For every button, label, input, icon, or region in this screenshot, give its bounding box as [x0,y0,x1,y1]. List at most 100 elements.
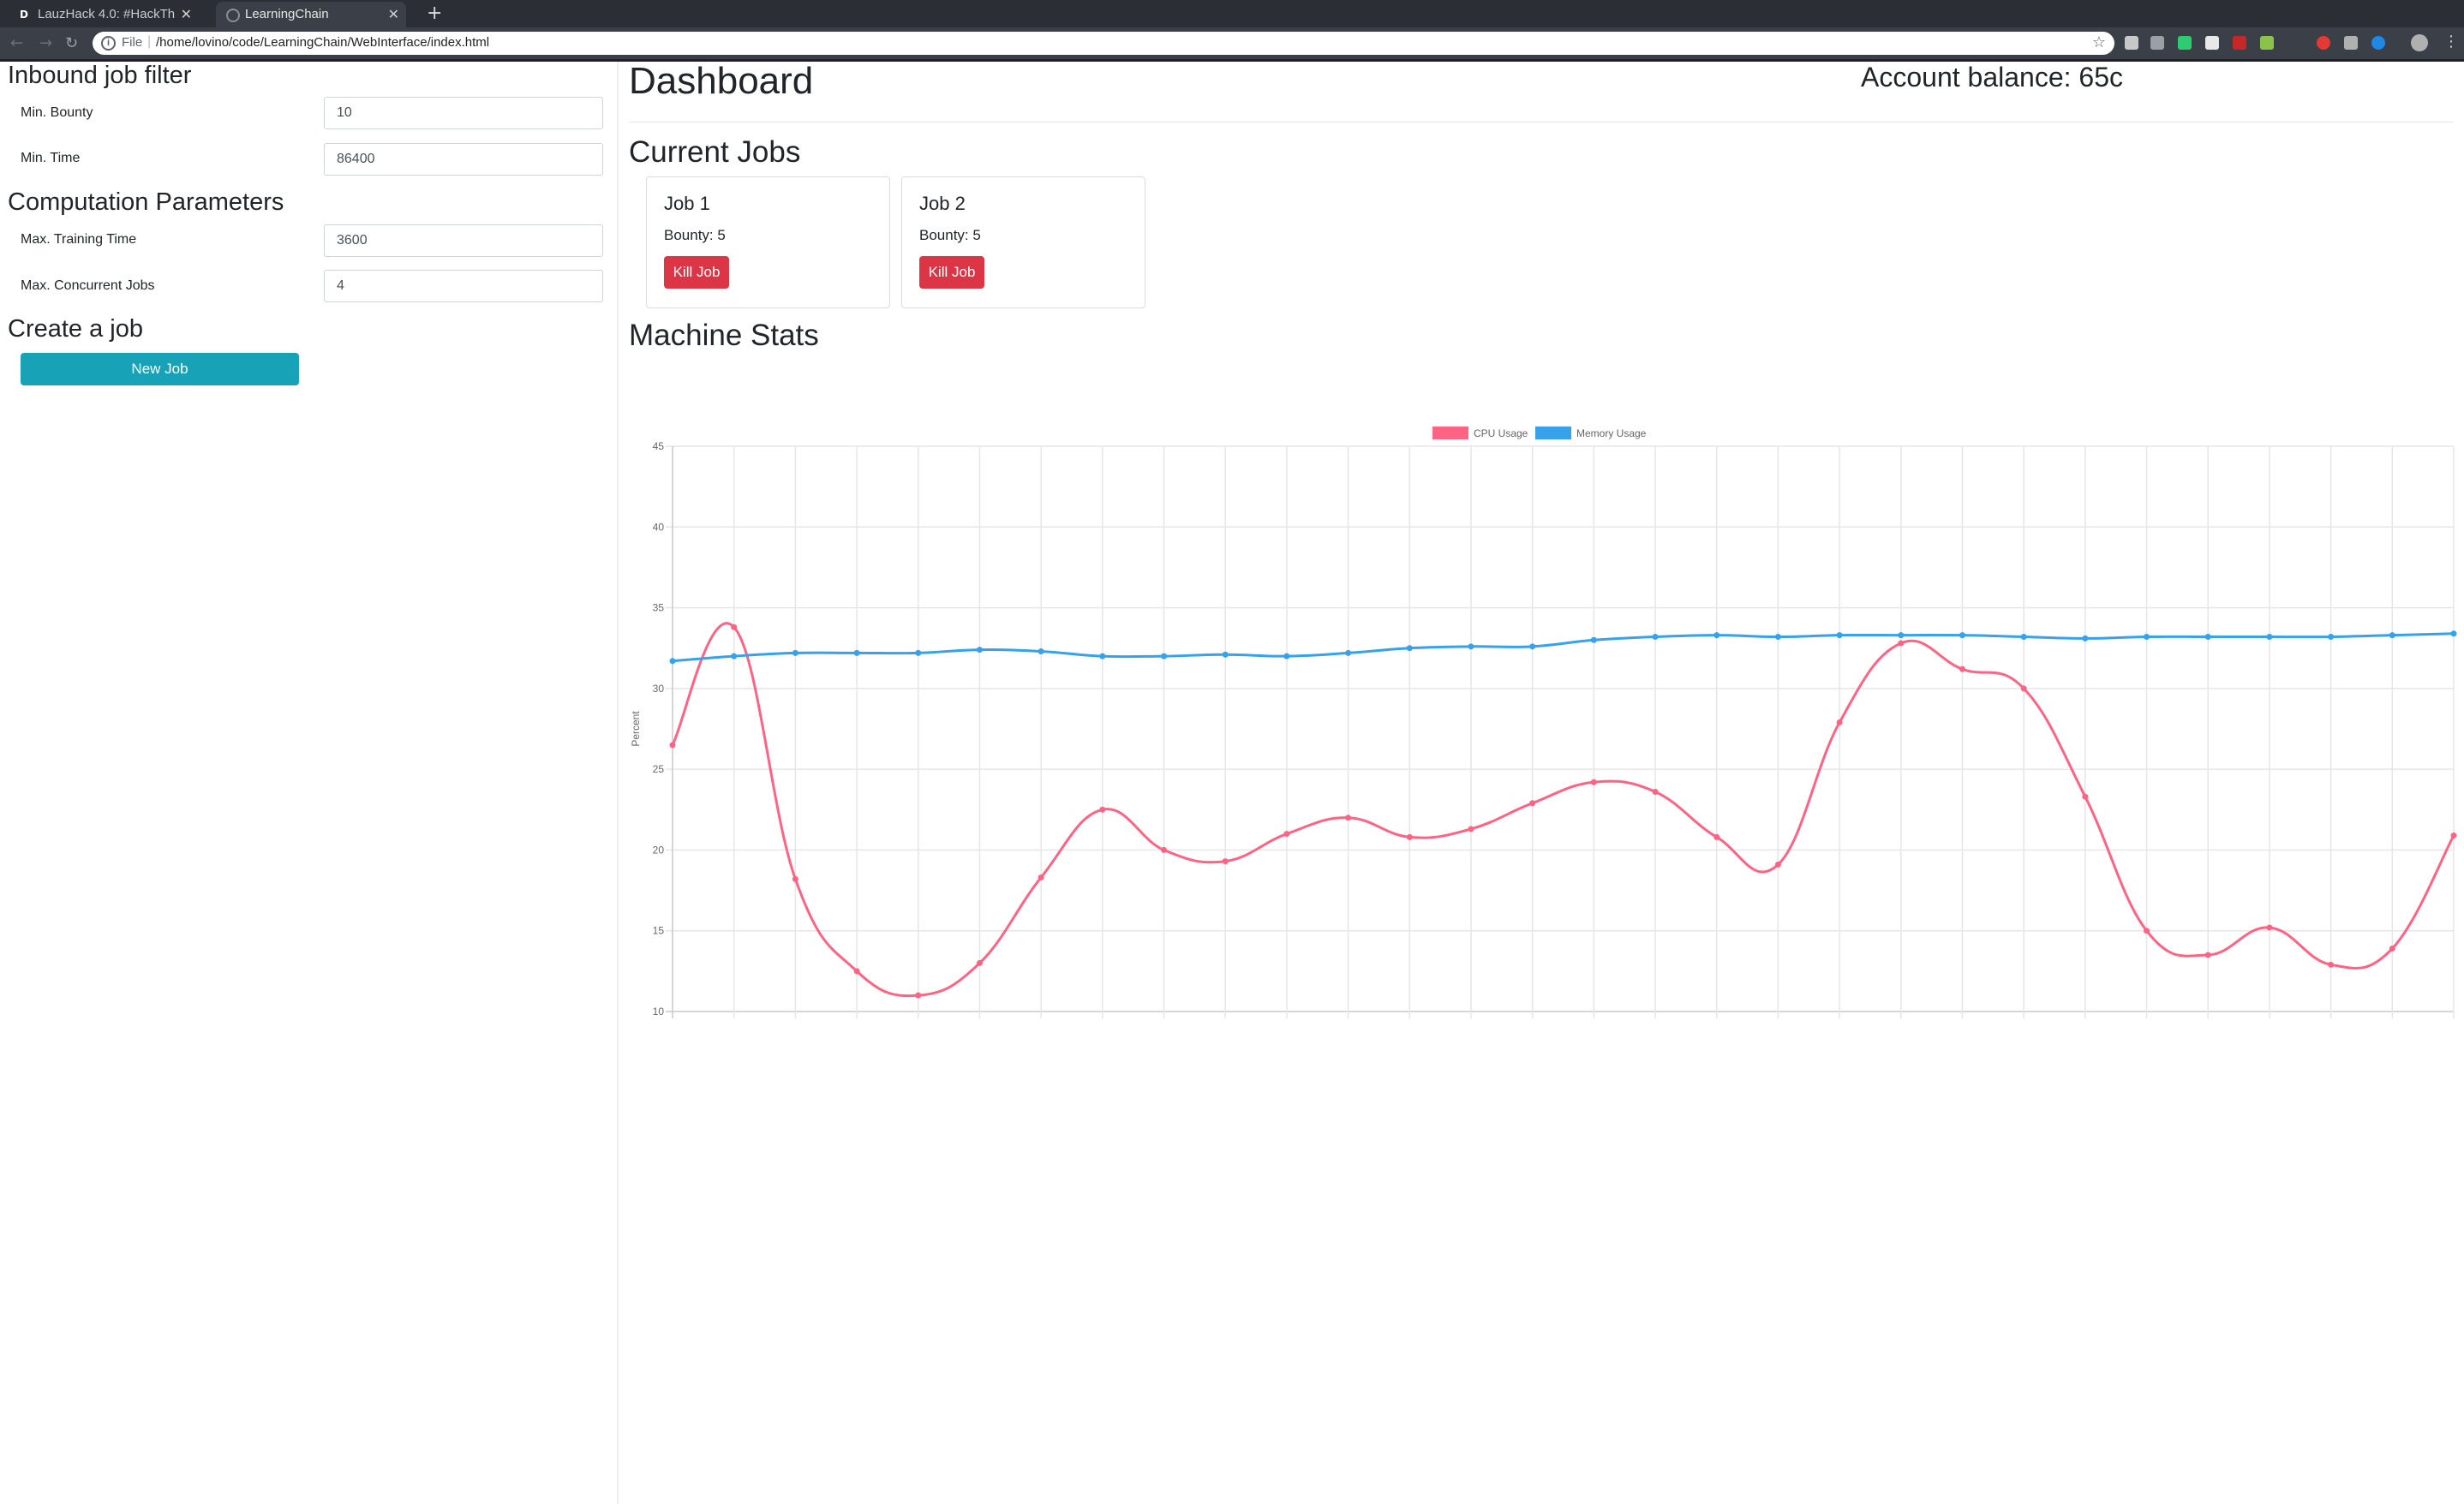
cpu-usage-point [669,742,676,749]
cpu-usage-point [1099,806,1106,813]
memory-usage-point [1529,643,1536,650]
memory-usage-point [1898,632,1905,639]
avatar[interactable] [2411,34,2428,51]
tab-title: LearningChain [245,7,329,21]
section-title-create-job: Create a job [8,315,143,343]
y-axis-label: Percent [630,711,642,747]
forward-arrow-icon[interactable]: → [39,34,53,52]
min-time-input[interactable] [324,143,603,176]
cpu-usage-point [2328,961,2335,968]
cpu-usage-point [2266,924,2273,931]
cpu-usage-point [1529,800,1536,807]
memory-usage-point [853,649,860,656]
memory-usage-point [2389,632,2395,639]
ublock-extension-icon[interactable] [2233,36,2246,50]
memory-usage-point [1161,653,1168,659]
url-text[interactable]: /home/lovino/code/LearningChain/WebInter… [156,35,490,50]
y-tick-label: 35 [653,602,665,614]
memory-usage-point [1345,649,1352,656]
shield-extension-icon[interactable] [2178,36,2192,50]
dashboard-main: Dashboard Account balance: 65c Current J… [619,60,2464,1504]
tab-lauzhack[interactable]: D LauzHack 4.0: #HackThe ✕ [9,2,199,27]
cpu-usage-point [1959,665,1965,672]
back-arrow-icon[interactable]: ← [10,34,24,52]
close-icon[interactable]: ✕ [180,6,192,22]
cpu-usage-point [1038,874,1044,880]
url-separator: | [147,34,152,49]
browser-toolbar: ← → ↻ i File | /home/lovino/code/Learnin… [0,27,2464,59]
document-extension-icon[interactable] [2205,36,2219,50]
cpu-usage-point [1590,779,1597,785]
cpu-usage-point [2082,793,2089,800]
cpu-usage-point [1283,831,1290,838]
machine-stats-chart: 10 15 20 25 30 35 40 45 Percent CPU Usage Memory … [630,427,2457,1018]
min-bounty-label: Min. Bounty [21,105,93,120]
dropbox-extension-icon[interactable] [2344,36,2358,50]
memory-usage-point [1406,645,1413,652]
favicon-d: D [20,9,28,21]
memory-usage-point [2204,634,2211,641]
new-tab-button[interactable]: + [427,3,443,24]
job-bounty: Bounty: 5 [664,227,726,243]
legend-label: Memory Usage [1576,427,1647,439]
reload-icon[interactable]: ↻ [65,34,79,52]
color-extension-icon[interactable] [2260,36,2274,50]
memory-usage-point [976,647,983,654]
memory-usage-line [672,632,2455,663]
section-title-job-filter: Inbound job filter [8,62,192,89]
cpu-usage-point [1774,861,1781,868]
memory-usage-point [792,649,798,656]
memory-usage-point [1713,632,1720,639]
plus-extension-icon[interactable] [2317,36,2330,50]
cpu-usage-line [671,622,2455,998]
min-bounty-input[interactable] [324,97,603,129]
job-title: Job 2 [919,193,966,214]
info-icon[interactable]: i [101,36,116,51]
sidebar: Inbound job filter Min. Bounty Min. Time… [0,62,619,1504]
max-training-time-input[interactable] [324,224,603,257]
cpu-usage-point [2144,928,2150,934]
memory-usage-point [2266,634,2273,641]
memory-usage-point [1774,634,1781,641]
address-bar[interactable]: i File | /home/lovino/code/LearningChain… [93,32,2114,55]
memory-usage-point [731,653,738,659]
bookmark-star-icon[interactable]: ☆ [2091,33,2106,51]
tab-strip: D LauzHack 4.0: #HackThe ✕ LearningChain… [0,0,2464,27]
camera-extension-icon[interactable] [2125,36,2138,50]
y-tick-label: 15 [653,925,665,937]
cpu-usage-point [2450,832,2457,839]
memory-usage-point [915,649,922,656]
min-time-label: Min. Time [21,151,81,165]
toolbar-divider [0,59,2464,62]
cpu-usage-point [792,875,798,882]
job-card: Job 2 Bounty: 5 Kill Job [901,176,1145,308]
tab-learningchain[interactable]: LearningChain ✕ [216,2,406,27]
memory-usage-point [1959,632,1965,639]
memory-usage-point [1652,634,1659,641]
cpu-usage-point [2389,945,2395,952]
memory-usage-point [1099,653,1106,659]
kill-job-button[interactable]: Kill Job [664,256,729,289]
tab-title: LauzHack 4.0: #HackThe [38,7,175,21]
close-icon[interactable]: ✕ [387,6,399,22]
kill-job-button[interactable]: Kill Job [919,256,984,289]
menu-dots-icon[interactable]: ⋮ [2443,33,2459,51]
chart-points [669,624,2457,999]
account-balance-value: 65c [2078,62,2123,93]
cpu-usage-point [2204,952,2211,958]
pocket-extension-icon[interactable] [2150,36,2164,50]
y-tick-label: 20 [653,844,665,856]
cpu-usage-point [2020,685,2027,692]
url-scheme: File [122,35,143,50]
memory-usage-point [1038,648,1044,654]
job-card: Job 1 Bounty: 5 Kill Job [646,176,890,308]
cpu-usage-point [1652,789,1659,796]
new-job-button[interactable]: New Job [21,353,299,385]
y-tick-label: 10 [653,1006,665,1018]
memory-usage-point [1283,653,1290,659]
max-concurrent-jobs-input[interactable] [324,270,603,302]
cpu-usage-point [1713,833,1720,840]
memory-usage-point [669,658,676,665]
password-extension-icon[interactable] [2371,36,2385,50]
chart-legend: CPU Usage Memory Usage [1432,427,1647,439]
